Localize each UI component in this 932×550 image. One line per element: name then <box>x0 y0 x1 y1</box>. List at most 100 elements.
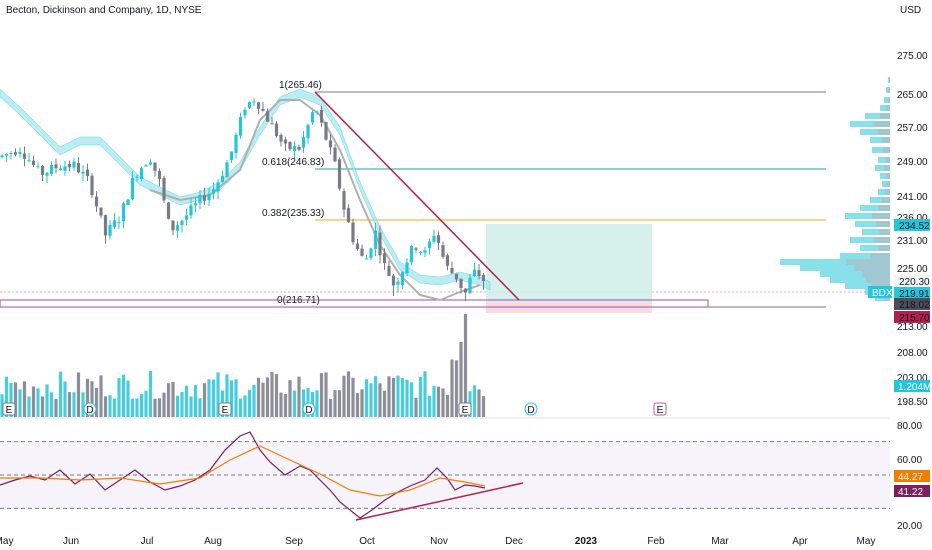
volume-bar <box>360 389 364 417</box>
volume-bar <box>436 386 441 417</box>
price-tick-label: 225.00 <box>897 264 928 275</box>
volume-bar <box>418 376 423 417</box>
volume-profile-bar-inner <box>878 245 890 251</box>
downtrend-line <box>314 91 520 301</box>
volume-bar <box>369 383 373 417</box>
volume-profile-bar <box>845 283 890 289</box>
volume-bar <box>144 390 148 417</box>
event-marker-label: D <box>305 405 312 416</box>
volume-bar <box>427 395 432 417</box>
candle-body <box>225 162 229 178</box>
candle-body <box>67 163 72 168</box>
volume-profile-bar <box>886 87 890 93</box>
volume-profile-bar <box>850 121 890 127</box>
candle-body <box>441 245 445 257</box>
candle-body <box>270 123 274 125</box>
rsi-tick-label: 20.00 <box>897 521 922 532</box>
profit-zone <box>486 224 652 302</box>
volume-bar <box>18 389 22 417</box>
candle-body <box>121 203 126 222</box>
candle-body <box>432 235 436 242</box>
volume-bar <box>463 314 468 417</box>
volume-bar <box>148 371 153 417</box>
volume-profile-bar <box>860 129 890 135</box>
event-marker <box>2 402 16 416</box>
rsi-tick-label: 80.00 <box>897 421 922 432</box>
volume-bar <box>229 380 234 417</box>
volume-bar <box>108 395 112 417</box>
event-marker-label: E <box>6 405 13 416</box>
candle-body <box>405 262 409 274</box>
rsi-ma-tag-label: 44.27 <box>898 472 923 483</box>
candle-body <box>198 195 202 203</box>
volume-bar <box>153 398 157 417</box>
volume-bar <box>256 377 261 417</box>
candle-body <box>436 235 441 243</box>
time-axis-label: Jun <box>63 536 79 547</box>
event-marker-label: E <box>657 405 664 416</box>
volume-bar <box>472 385 477 417</box>
volume-bar <box>13 382 18 417</box>
candle-body <box>342 191 346 210</box>
volume-profile-bar <box>888 77 890 83</box>
volume-bar <box>225 374 229 417</box>
candle-body <box>0 155 4 157</box>
candle-body <box>382 253 387 264</box>
candle-body <box>175 225 180 231</box>
candle-body <box>355 243 360 250</box>
candle-body <box>252 101 256 103</box>
symbol-tag-label: BDX <box>872 288 893 299</box>
volume-bar <box>445 394 450 417</box>
volume-bar <box>166 383 171 417</box>
candle-body <box>85 169 90 177</box>
candle-body <box>400 271 405 286</box>
volume-bar <box>391 377 396 417</box>
candle-body <box>472 269 477 277</box>
candle-body <box>450 267 454 274</box>
candle-body <box>153 162 157 171</box>
candle-body <box>207 193 211 201</box>
volume-profile-bar-inner <box>889 77 890 83</box>
candle-body <box>9 153 13 155</box>
volume-bar <box>378 383 382 417</box>
time-axis-label: Jul <box>141 536 154 547</box>
volume-bar <box>63 381 67 417</box>
price-tick-label: 275.00 <box>897 51 928 62</box>
candle-body <box>184 215 189 220</box>
price-tag-label: 218.02 <box>899 300 930 311</box>
candle-body <box>333 147 337 162</box>
volume-bar <box>315 390 319 417</box>
volume-bar <box>76 372 81 417</box>
volume-bar <box>238 398 243 417</box>
volume-bar <box>382 390 387 417</box>
volume-profile-bar <box>830 277 890 283</box>
volume-bar <box>283 394 288 417</box>
volume-bar <box>40 396 45 417</box>
volume-profile-bar-inner <box>888 87 890 93</box>
candle-body <box>459 278 463 289</box>
volume-profile-bar <box>880 105 890 111</box>
volume-bar <box>279 392 283 417</box>
candle-body <box>112 220 117 228</box>
volume-bar <box>292 390 297 417</box>
volume-bar <box>4 376 9 417</box>
candle-body <box>481 274 486 281</box>
ma-ribbon <box>0 88 491 291</box>
volume-bar <box>450 359 454 417</box>
rsi-ma-tag <box>894 470 930 482</box>
price-tag-label: 220.30 <box>899 277 930 288</box>
candle-body <box>292 145 297 152</box>
volume-profile-bar <box>850 237 890 243</box>
symbol-tag <box>868 286 892 298</box>
price-tick-label: 249.00 <box>897 157 928 168</box>
candle-body <box>180 220 184 226</box>
volume-bar <box>324 372 328 417</box>
candle-body <box>171 220 175 231</box>
candle-body <box>468 277 472 294</box>
candle-body <box>90 175 94 196</box>
volume-bar <box>432 385 436 417</box>
volume-profile-bar-inner <box>870 253 890 259</box>
candle-body <box>234 134 238 154</box>
